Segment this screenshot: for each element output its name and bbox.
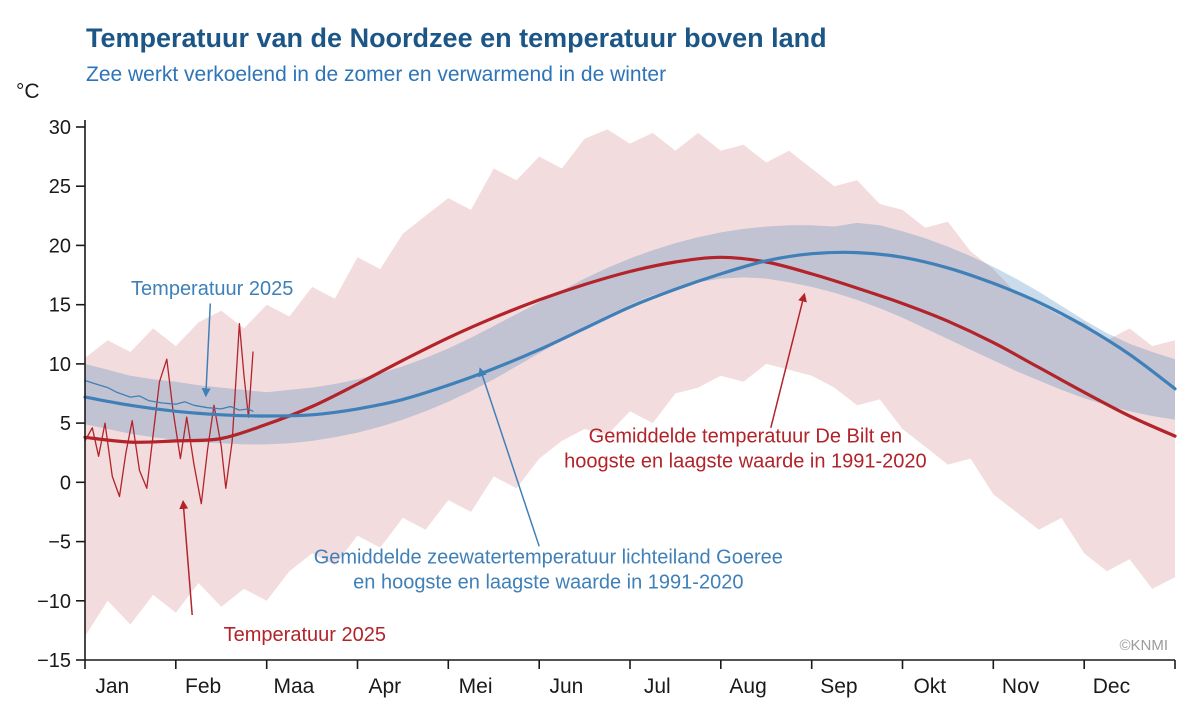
y-tick-label: 0 — [60, 472, 71, 494]
month-label: Okt — [913, 675, 946, 698]
y-tick-label: 25 — [49, 176, 71, 198]
annotation-arrow-land-mean-label — [770, 292, 807, 428]
month-label: Feb — [185, 675, 221, 698]
annotation-land-2025-label: Temperatuur 2025 — [224, 624, 386, 646]
y-axis-unit-label: °C — [16, 80, 40, 103]
page-subtitle: Zee werkt verkoelend in de zomer en verw… — [86, 63, 666, 86]
y-tick-label: −5 — [48, 532, 71, 554]
credit-label: ©KNMI — [1119, 637, 1168, 654]
annotation-land-mean-label: Gemiddelde temperatuur De Bilt en hoogste… — [564, 426, 927, 473]
x-axis: Jan Feb Maa Apr Mei Jun Jul Aug Sep Okt Nov Dec — [84, 659, 1176, 698]
month-label: Sep — [820, 675, 857, 698]
month-label: Jul — [644, 675, 671, 698]
annotation-arrow-sea-mean-label — [478, 367, 540, 547]
month-label: Mei — [459, 675, 493, 698]
month-label: Dec — [1093, 675, 1130, 698]
month-label: Maa — [273, 675, 314, 698]
annotation-arrow-land-2025-label — [179, 499, 193, 616]
sea-2025-line — [84, 379, 254, 412]
y-tick-label: 20 — [49, 235, 71, 257]
y-tick-label: 10 — [49, 354, 71, 376]
y-tick-label: 5 — [60, 413, 71, 435]
y-axis: 30 25 20 15 10 5 0 −5 −10 −15 — [37, 117, 86, 672]
month-label: Aug — [729, 675, 766, 698]
y-tick-label: −10 — [37, 591, 71, 613]
month-label: Jan — [95, 675, 129, 698]
sea-mean-line — [83, 250, 1177, 418]
annotation-sea-2025-label: Temperatuur 2025 — [131, 278, 293, 300]
land-mean-line — [83, 255, 1177, 444]
y-tick-label: 30 — [49, 117, 71, 139]
annotation-arrow-sea-2025-label — [201, 303, 212, 398]
month-label: Jun — [549, 675, 583, 698]
plot-area: 30 25 20 15 10 5 0 −5 −10 −15 Jan Feb Maa Apr Mei Jun Ju… — [37, 117, 1177, 698]
annotation-sea-mean-label: Gemiddelde zeewatertemperatuur lichteila… — [314, 546, 783, 593]
month-label: Nov — [1002, 675, 1040, 698]
month-label: Apr — [368, 675, 401, 698]
page-title: Temperatuur van de Noordzee en temperatu… — [86, 23, 827, 53]
y-tick-label: 15 — [49, 295, 71, 317]
sea-band-area — [85, 222, 1175, 445]
y-tick-label: −15 — [37, 650, 71, 672]
